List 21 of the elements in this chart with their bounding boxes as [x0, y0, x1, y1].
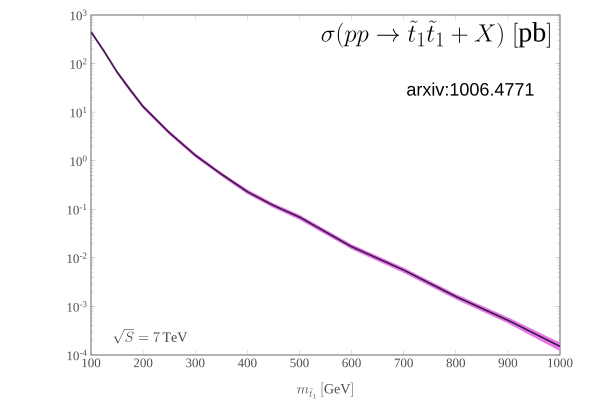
x-tick-label: 100 — [82, 358, 100, 368]
text: $\sigma(pp\to\tilde{t}_1\tilde{t}_1+X)\ [\mathrm{pb}]$ — [322, 20, 550, 48]
x-tick-label: 1000 — [548, 358, 572, 368]
y-tick-label: 10$^{1}$ — [70, 106, 86, 118]
x-tick-label: 600 — [342, 358, 361, 368]
annotation: $\sqrt{S}=7\,\mathrm{TeV}$ — [114, 329, 188, 344]
y-tick-label: 10$^{-3}$ — [68, 301, 87, 312]
y-tick-label: 10$^{3}$ — [70, 10, 87, 20]
x-tick-label: 300 — [186, 358, 204, 368]
y-tick-label: 10$^{-2}$ — [68, 252, 86, 264]
x-tick-label: 700 — [394, 358, 413, 368]
x-tick-label: 200 — [134, 358, 152, 368]
y-tick-label: 10$^{2}$ — [70, 58, 86, 69]
x-tick-label: 500 — [290, 358, 309, 368]
y-tick-label: 10$^{0}$ — [70, 155, 87, 166]
annotation: arxiv:1006.4771 — [407, 82, 534, 96]
y-tick-label: 10$^{-1}$ — [68, 204, 86, 215]
x-tick-label: 400 — [238, 358, 257, 368]
x-tick-label: 800 — [446, 358, 466, 368]
x-axis-title: $m_{\tilde{t}_1}\,[\mathrm{GeV}]$ — [297, 382, 353, 398]
x-tick-label: 900 — [498, 358, 518, 368]
